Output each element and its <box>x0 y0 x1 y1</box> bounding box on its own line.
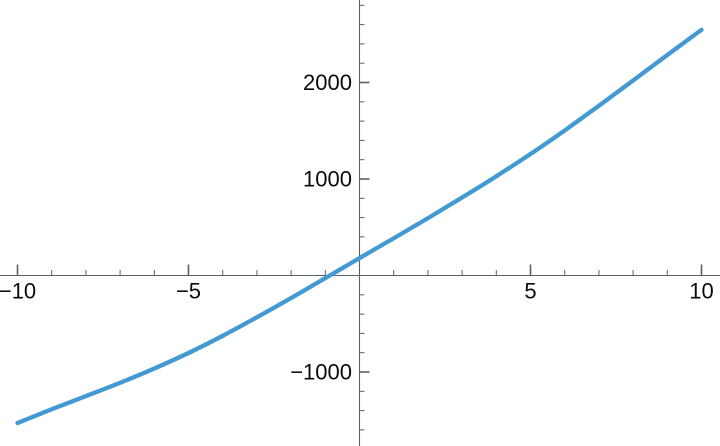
x-tick-label: 5 <box>524 279 536 304</box>
y-tick-label: 2000 <box>303 70 352 95</box>
function-curve <box>15 27 704 426</box>
x-tick-label: 10 <box>689 279 713 304</box>
x-tick-label: −5 <box>176 279 201 304</box>
y-tick-label: 1000 <box>303 167 352 192</box>
x-tick-label: −10 <box>0 279 36 304</box>
y-tick-label: −1000 <box>290 360 352 385</box>
